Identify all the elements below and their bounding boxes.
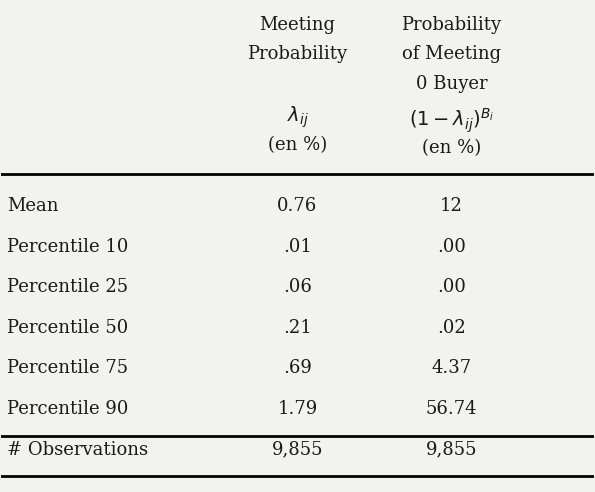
Text: Percentile 10: Percentile 10 — [7, 238, 129, 256]
Text: .21: .21 — [283, 319, 312, 337]
Text: Probability: Probability — [402, 16, 502, 34]
Text: Percentile 75: Percentile 75 — [7, 360, 129, 377]
Text: Meeting: Meeting — [259, 16, 336, 34]
Text: # Observations: # Observations — [7, 441, 148, 459]
Text: 1.79: 1.79 — [277, 400, 318, 418]
Text: .69: .69 — [283, 360, 312, 377]
Text: (en %): (en %) — [422, 139, 481, 157]
Text: Percentile 25: Percentile 25 — [7, 278, 129, 296]
Text: 56.74: 56.74 — [426, 400, 477, 418]
Text: Mean: Mean — [7, 197, 59, 215]
Text: .00: .00 — [437, 238, 466, 256]
Text: Probability: Probability — [248, 45, 347, 63]
Text: 4.37: 4.37 — [431, 360, 472, 377]
Text: .01: .01 — [283, 238, 312, 256]
Text: Percentile 50: Percentile 50 — [7, 319, 129, 337]
Text: $(1 - \lambda_{ij})^{B_i}$: $(1 - \lambda_{ij})^{B_i}$ — [409, 107, 494, 135]
Text: (en %): (en %) — [268, 136, 327, 154]
Text: .06: .06 — [283, 278, 312, 296]
Text: 9,855: 9,855 — [426, 441, 477, 459]
Text: 9,855: 9,855 — [272, 441, 323, 459]
Text: 0 Buyer: 0 Buyer — [416, 75, 487, 93]
Text: Percentile 90: Percentile 90 — [7, 400, 129, 418]
Text: $\lambda_{ij}$: $\lambda_{ij}$ — [287, 104, 308, 129]
Text: 0.76: 0.76 — [277, 197, 318, 215]
Text: 12: 12 — [440, 197, 463, 215]
Text: .00: .00 — [437, 278, 466, 296]
Text: .02: .02 — [437, 319, 466, 337]
Text: of Meeting: of Meeting — [402, 45, 501, 63]
